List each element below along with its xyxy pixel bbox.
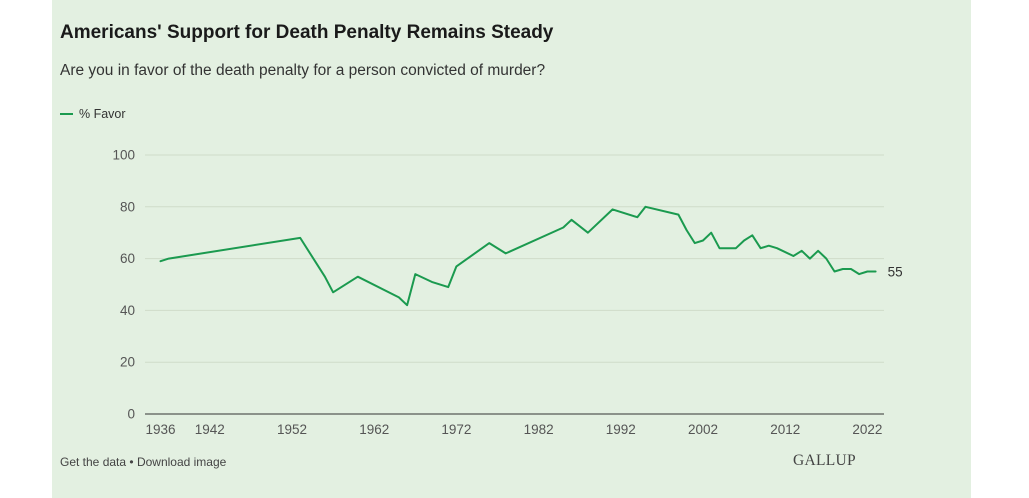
chart-panel	[52, 0, 971, 498]
gallup-logo: GALLUP	[793, 452, 856, 469]
series-line-favor	[159, 205, 877, 307]
x-tick-label: 1962	[359, 422, 389, 437]
y-tick-label: 80	[120, 199, 135, 214]
x-tick-label: 2022	[852, 422, 882, 437]
x-tick-label: 1952	[277, 422, 307, 437]
x-tick-label: 2002	[688, 422, 718, 437]
x-tick-label: 1972	[441, 422, 471, 437]
y-tick-label: 60	[120, 251, 135, 266]
x-tick-label: 1992	[606, 422, 636, 437]
chart-subtitle: Are you in favor of the death penalty fo…	[60, 62, 546, 79]
chart-title: Americans' Support for Death Penalty Rem…	[60, 22, 554, 43]
y-tick-label: 20	[120, 355, 135, 370]
y-tick-label: 100	[112, 148, 135, 163]
y-tick-label: 40	[120, 303, 135, 318]
legend: % Favor	[60, 107, 126, 121]
y-tick-label: 0	[127, 407, 135, 422]
legend-label: % Favor	[79, 107, 126, 121]
x-tick-label: 2012	[770, 422, 800, 437]
end-value-label: 55	[888, 265, 903, 280]
legend-swatch	[60, 113, 73, 115]
footer-separator: •	[129, 455, 134, 469]
footer-links: Get the data • Download image	[60, 455, 226, 469]
x-tick-label: 1936	[145, 422, 175, 437]
get-data-link[interactable]: Get the data	[60, 455, 127, 469]
x-tick-label: 1982	[524, 422, 554, 437]
download-image-link[interactable]: Download image	[136, 455, 227, 469]
x-tick-label: 1942	[195, 422, 225, 437]
